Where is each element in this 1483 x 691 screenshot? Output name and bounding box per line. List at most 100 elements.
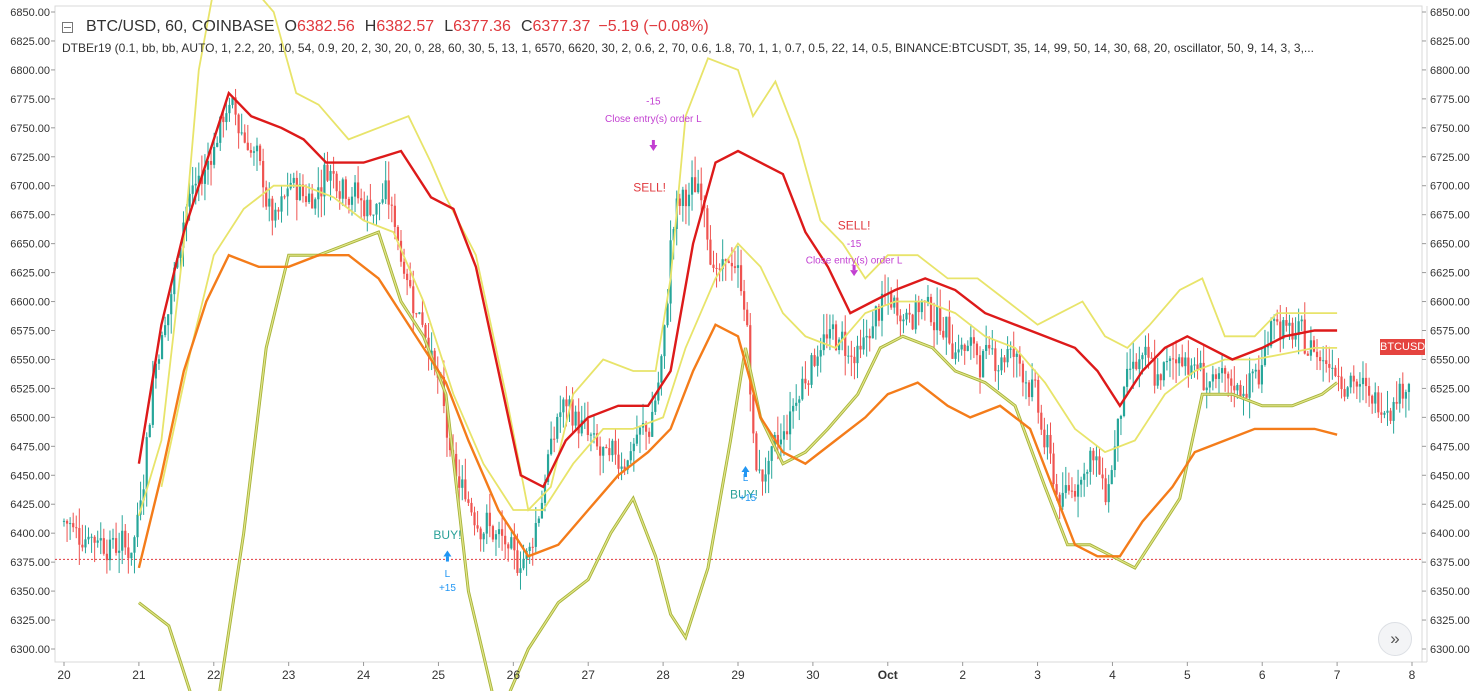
candle-body	[124, 530, 127, 548]
annotation-label: Close entry(s) order L	[605, 114, 702, 125]
candle-body	[458, 476, 461, 488]
candle-body	[746, 309, 749, 326]
candle-body	[1334, 367, 1337, 376]
candle-body	[724, 259, 727, 262]
candle-body	[360, 198, 363, 201]
candle-body	[779, 439, 782, 445]
candle-body	[255, 145, 259, 152]
xtick-label: 8	[1409, 668, 1416, 682]
ytick-label-right: 6675.00	[1430, 210, 1470, 222]
candle-body	[363, 200, 366, 217]
candle-body	[752, 394, 755, 434]
candle-body	[133, 537, 136, 553]
annotation-label: +15	[739, 493, 756, 504]
candle-body	[396, 226, 400, 241]
candle-body	[118, 550, 121, 553]
candle-body	[1257, 369, 1260, 385]
candle-body	[1018, 353, 1021, 364]
candle-body	[911, 314, 914, 330]
candle-body	[151, 378, 154, 425]
candle-body	[1395, 401, 1398, 404]
candle-body	[1208, 381, 1211, 388]
ytick-label-left: 6500.00	[10, 412, 50, 424]
candle-body	[280, 196, 283, 212]
candle-body	[78, 528, 81, 545]
candle-body	[1006, 349, 1009, 363]
candle-body	[859, 345, 862, 350]
xtick-label: 29	[731, 668, 745, 682]
candle-body	[611, 440, 614, 456]
ytick-label-right: 6550.00	[1430, 354, 1470, 366]
close-arrow-icon-stem	[651, 139, 655, 145]
candle-body	[507, 544, 510, 549]
candle-body	[936, 306, 939, 331]
scroll-to-realtime-button[interactable]: »	[1378, 622, 1412, 656]
candle-body	[243, 132, 246, 143]
candle-body	[648, 431, 651, 437]
candle-body	[1171, 358, 1175, 360]
candle-body	[1076, 484, 1080, 497]
candle-body	[528, 546, 531, 552]
ytick-label-left: 6525.00	[10, 383, 50, 395]
annotation-label: SELL!	[633, 181, 666, 195]
candle-body	[160, 335, 164, 360]
candle-body	[1193, 364, 1196, 366]
candle-body	[1340, 376, 1343, 390]
candle-body	[1040, 412, 1043, 430]
candle-body	[504, 535, 507, 545]
candle-body	[1358, 384, 1362, 387]
candle-body	[353, 182, 357, 197]
candle-body	[617, 454, 620, 469]
candle-body	[546, 454, 550, 482]
xtick-label: 7	[1334, 668, 1341, 682]
ytick-label-right: 6625.00	[1430, 268, 1470, 280]
candle-body	[488, 512, 491, 527]
candle-body	[948, 316, 951, 344]
ytick-label-right: 6700.00	[1430, 181, 1470, 193]
candle-body	[694, 177, 697, 193]
candle-body	[831, 324, 835, 330]
candle-body	[550, 438, 553, 455]
candle-body	[1273, 319, 1276, 321]
candle-body	[1245, 393, 1248, 398]
ytick-label-right: 6600.00	[1430, 297, 1470, 309]
candle-body	[620, 466, 623, 469]
candle-body	[448, 437, 452, 451]
candle-body	[697, 183, 700, 193]
candle-body	[592, 433, 596, 435]
candle-body	[644, 422, 648, 432]
candle-body	[347, 198, 351, 205]
candle-body	[531, 546, 534, 548]
candle-body	[1260, 365, 1263, 385]
candle-body	[1009, 348, 1012, 350]
candle-body	[237, 114, 240, 134]
candle-body	[240, 132, 243, 134]
candle-body	[418, 312, 421, 314]
buy-arrow-icon-stem	[743, 472, 747, 478]
candle-body	[1282, 320, 1285, 340]
candle-body	[945, 316, 948, 338]
candle-body	[684, 189, 688, 207]
candle-body	[167, 314, 170, 326]
candle-body	[286, 188, 289, 197]
annotation-label: L	[445, 569, 451, 580]
candle-body	[1199, 362, 1202, 370]
candle-body	[1380, 412, 1383, 415]
candle-body	[393, 205, 396, 227]
annotation-label: +15	[439, 583, 456, 594]
candle-body	[966, 345, 969, 351]
candle-body	[1073, 491, 1077, 497]
candle-body	[736, 265, 740, 268]
xtick-label: 24	[357, 668, 371, 682]
candle-body	[975, 343, 979, 356]
close-arrow-icon	[850, 270, 859, 277]
candle-body	[1168, 358, 1172, 362]
candle-body	[99, 538, 102, 541]
candle-body	[651, 411, 654, 437]
candle-body	[868, 335, 871, 339]
ytick-label-right: 6575.00	[1430, 326, 1470, 338]
collapse-icon[interactable]	[62, 21, 73, 33]
indicator-params[interactable]: DTBEr19 (0.1, bb, bb, AUTO, 1, 2.2, 20, …	[62, 41, 1314, 55]
